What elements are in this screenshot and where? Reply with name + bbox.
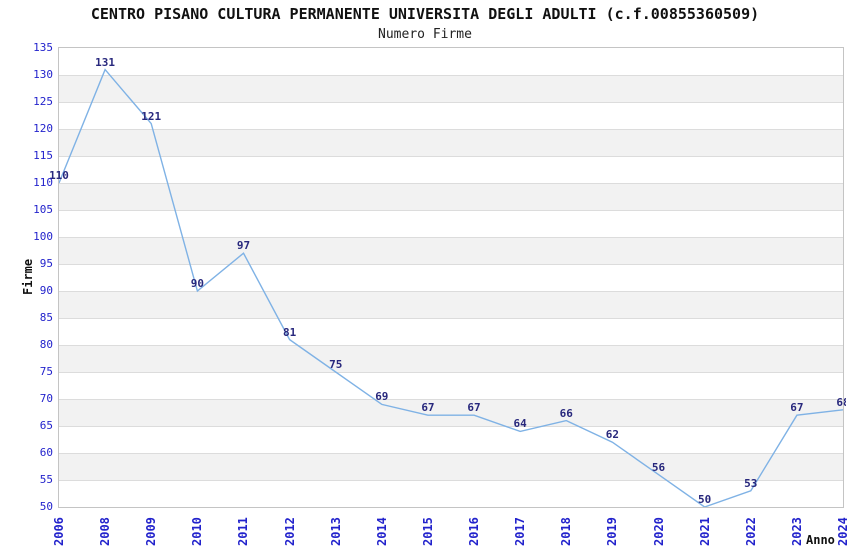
grid-band [59,345,843,372]
grid-band [59,399,843,426]
x-axis-tick-label: 2008 [98,517,113,546]
x-axis-tick-label: 2006 [52,517,66,546]
line-series-svg [59,68,843,507]
x-axis-tick-label: 2023 [789,517,804,546]
grid-band [59,291,843,318]
gridline [59,371,843,373]
gridline [59,128,843,130]
x-axis-tick-label: 2012 [282,517,297,546]
line-series [59,68,843,507]
x-axis-tick-label: 2016 [467,517,482,546]
gridline [59,209,843,211]
x-axis-tick-label: 2015 [420,517,435,546]
gridline [59,290,843,292]
gridline [59,479,843,481]
grid-band [59,75,843,102]
gridline [59,263,843,265]
gridline [59,101,843,103]
x-axis-tick-label: 2021 [697,517,712,546]
x-axis-tick-label: 2009 [144,517,159,546]
grid-band [59,453,843,480]
y-axis-tick-label: 135 [33,41,53,54]
y-axis-tick-label: 50 [39,500,53,513]
y-axis-tick-label: 55 [39,473,53,486]
y-axis-tick-label: 95 [39,257,53,270]
gridline [59,74,843,76]
y-axis-tick-label: 85 [39,311,53,324]
gridline [59,155,843,157]
y-axis-title: Firme [21,258,35,295]
x-axis-tick-label: 2013 [328,517,343,546]
x-axis-tick-label: 2018 [559,517,574,546]
x-axis-tick-label: 2022 [743,517,758,546]
x-axis-tick-label: 2020 [651,517,666,546]
y-axis-tick-label: 110 [33,176,53,189]
plot-area [58,47,844,508]
gridline [59,182,843,184]
y-axis-tick-label: 70 [39,392,53,405]
gridline [59,425,843,427]
grid-band [59,129,843,156]
x-axis-title: Anno [806,533,835,547]
chart-title: CENTRO PISANO CULTURA PERMANENTE UNIVERS… [90,5,760,23]
gridline [59,344,843,346]
x-axis-tick-label: 2014 [374,517,389,546]
y-axis-tick-label: 65 [39,419,53,432]
y-axis-tick-label: 105 [33,203,53,216]
y-axis-tick-label: 100 [33,230,53,243]
y-axis-tick-label: 75 [39,365,53,378]
x-axis-tick-label: 2024 [836,517,850,546]
gridline [59,398,843,400]
y-axis-tick-label: 125 [33,95,53,108]
y-axis-tick-label: 80 [39,338,53,351]
grid-band [59,183,843,210]
chart-subtitle: Numero Firme [378,27,472,42]
x-axis-tick-label: 2019 [605,517,620,546]
y-axis-tick-label: 120 [33,122,53,135]
y-axis-tick-label: 115 [33,149,53,162]
gridline [59,236,843,238]
gridline [59,452,843,454]
y-axis-tick-label: 60 [39,446,53,459]
x-axis-tick-label: 2010 [190,517,205,546]
x-axis-tick-label: 2017 [513,517,528,546]
gridline [59,317,843,319]
x-axis-tick-label: 2011 [236,517,251,546]
y-axis-tick-label: 90 [39,284,53,297]
y-axis-tick-label: 130 [33,68,53,81]
grid-band [59,237,843,264]
